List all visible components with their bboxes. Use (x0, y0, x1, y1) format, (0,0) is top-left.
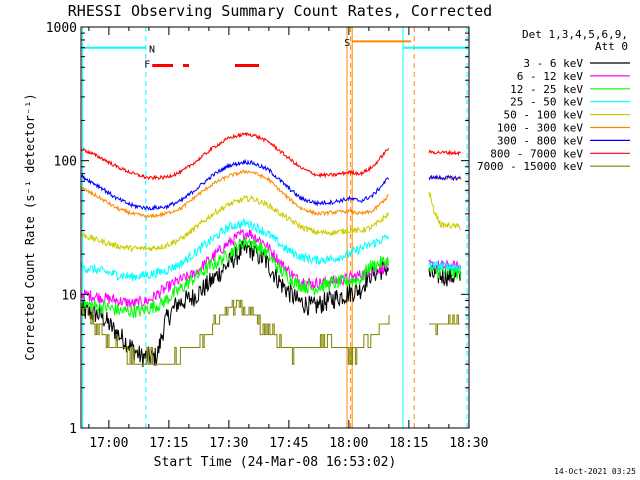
series-line-100-300-kev (80, 169, 389, 220)
legend-label: 3 - 6 keV (523, 57, 583, 70)
y-axis: 1 10 100 1000 (46, 21, 469, 437)
flag-label-s: S (344, 38, 350, 49)
series-line-50-100-kev (80, 194, 389, 253)
x-tick-label: 17:30 (209, 436, 248, 451)
series-line-3-6-kev (80, 240, 389, 368)
footer-date: 14-Oct-2021 03:25 (554, 467, 636, 476)
legend-header: Det 1,3,4,5,6,9, (522, 28, 628, 41)
chart-title: RHESSI Observing Summary Count Rates, Co… (68, 2, 492, 20)
x-tick-label: 17:00 (89, 436, 128, 451)
legend-label: 7000 - 15000 keV (477, 160, 583, 173)
series-line-800-7000-kev (80, 131, 389, 181)
y-tick-label: 1 (69, 422, 77, 437)
y-axis-label: Corrected Count Rate (s⁻¹ detector⁻¹) (23, 93, 37, 360)
x-tick-label: 18:00 (329, 436, 368, 451)
series-line-after-50-100-kev (428, 191, 461, 230)
x-axis: 17:00 17:15 17:30 17:45 18:00 18:15 18:30 (88, 27, 488, 451)
x-tick-label: 17:45 (269, 436, 308, 451)
x-tick-label: 17:15 (149, 436, 188, 451)
series-line-after-7000-15000-kev (429, 314, 460, 336)
legend-label: 50 - 100 keV (504, 109, 584, 122)
series-line-after-12-25-kev (428, 264, 462, 280)
legend-label: 300 - 800 keV (497, 134, 583, 147)
series-line-25-50-kev (80, 217, 389, 282)
x-tick-label: 18:30 (449, 436, 488, 451)
series-line-12-25-kev (80, 236, 389, 319)
legend-label: 100 - 300 keV (497, 122, 583, 135)
plot-frame (80, 26, 470, 429)
series-line-7000-15000-kev (81, 299, 390, 365)
x-axis-label: Start Time (24-Mar-08 16:53:02) (154, 455, 397, 470)
legend-header: Att 0 (595, 40, 628, 53)
series-line-after-25-50-kev (428, 260, 462, 272)
y-tick-label: 10 (61, 288, 77, 303)
series-line-after-3-6-kev (428, 265, 462, 287)
x-tick-label: 18:15 (389, 436, 428, 451)
series-line-after-800-7000-kev (428, 149, 462, 157)
legend-label: 800 - 7000 keV (490, 147, 583, 160)
legend-label: 6 - 12 keV (517, 70, 584, 83)
flag-label-f: F (144, 59, 150, 70)
series-line-after-300-800-kev (428, 174, 461, 182)
legend-label: 12 - 25 keV (510, 83, 583, 96)
legend-label: 25 - 50 keV (510, 96, 583, 109)
flag-label-n: N (149, 45, 155, 56)
y-tick-label: 1000 (46, 21, 77, 36)
series-line-300-800-kev (80, 158, 389, 211)
plot-area: NF S (80, 27, 468, 428)
y-tick-label: 100 (54, 155, 77, 170)
